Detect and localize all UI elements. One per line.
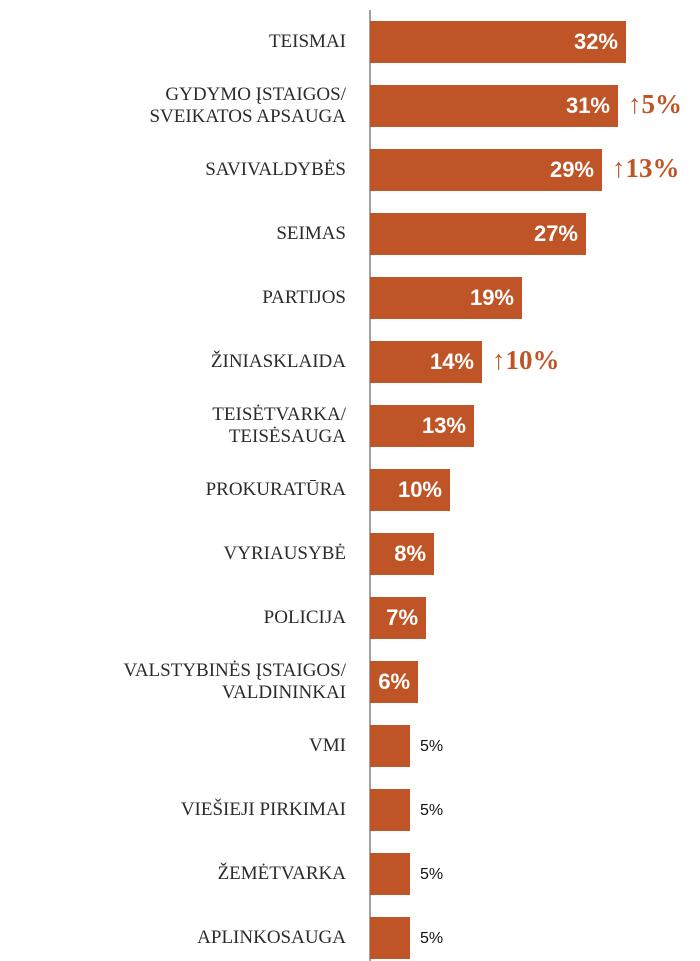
value-label: 29% [550, 157, 594, 182]
value-label: 6% [378, 669, 410, 694]
change-annotation: ↑5% [628, 89, 682, 119]
bar [370, 853, 410, 895]
value-label: 7% [386, 605, 418, 630]
category-label: SEIMAS [276, 223, 346, 244]
category-label: PROKURATŪRA [205, 479, 346, 500]
value-label: 5% [420, 738, 443, 755]
bar [370, 21, 626, 63]
category-label: VALSTYBINĖS ĮSTAIGOS/ VALDININKAI [123, 660, 346, 703]
category-label: POLICIJA [263, 607, 346, 628]
bar [370, 789, 410, 831]
bar [370, 533, 434, 575]
value-label: 13% [422, 413, 466, 438]
bar [370, 469, 450, 511]
bar [370, 277, 522, 319]
category-label: VYRIAUSYBĖ [223, 543, 346, 564]
bar [370, 725, 410, 767]
category-label: VIEŠIEJI PIRKIMAI [180, 799, 346, 820]
bar [370, 661, 418, 703]
value-label: 8% [394, 541, 426, 566]
category-label: GYDYMO ĮSTAIGOS/ SVEIKATOS APSAUGA [149, 84, 346, 127]
bar [370, 85, 618, 127]
category-label: TEISĖTVARKA/ TEISĖSAUGA [212, 404, 346, 447]
value-label: 5% [420, 866, 443, 883]
value-label: 5% [420, 802, 443, 819]
category-label: SAVIVALDYBĖS [205, 159, 346, 180]
value-label: 31% [566, 93, 610, 118]
category-label: ŽINIASKLAIDA [210, 351, 346, 372]
change-annotation: ↑13% [612, 153, 680, 183]
value-label: 10% [398, 477, 442, 502]
bar [370, 149, 602, 191]
bar [370, 597, 426, 639]
category-label: APLINKOSAUGA [197, 927, 346, 948]
value-label: 5% [420, 930, 443, 947]
bar [370, 341, 482, 383]
change-annotation: ↑10% [492, 345, 560, 375]
value-label: 19% [470, 285, 514, 310]
category-label: TEISMAI [268, 31, 346, 52]
value-label: 32% [574, 29, 618, 54]
value-label: 14% [430, 349, 474, 374]
bar [370, 917, 410, 959]
bar [370, 213, 586, 255]
value-label: 27% [534, 221, 578, 246]
category-label: VMI [309, 735, 346, 756]
category-label: PARTIJOS [262, 287, 346, 308]
bar [370, 405, 474, 447]
category-label: ŽEMĖTVARKA [217, 863, 346, 884]
